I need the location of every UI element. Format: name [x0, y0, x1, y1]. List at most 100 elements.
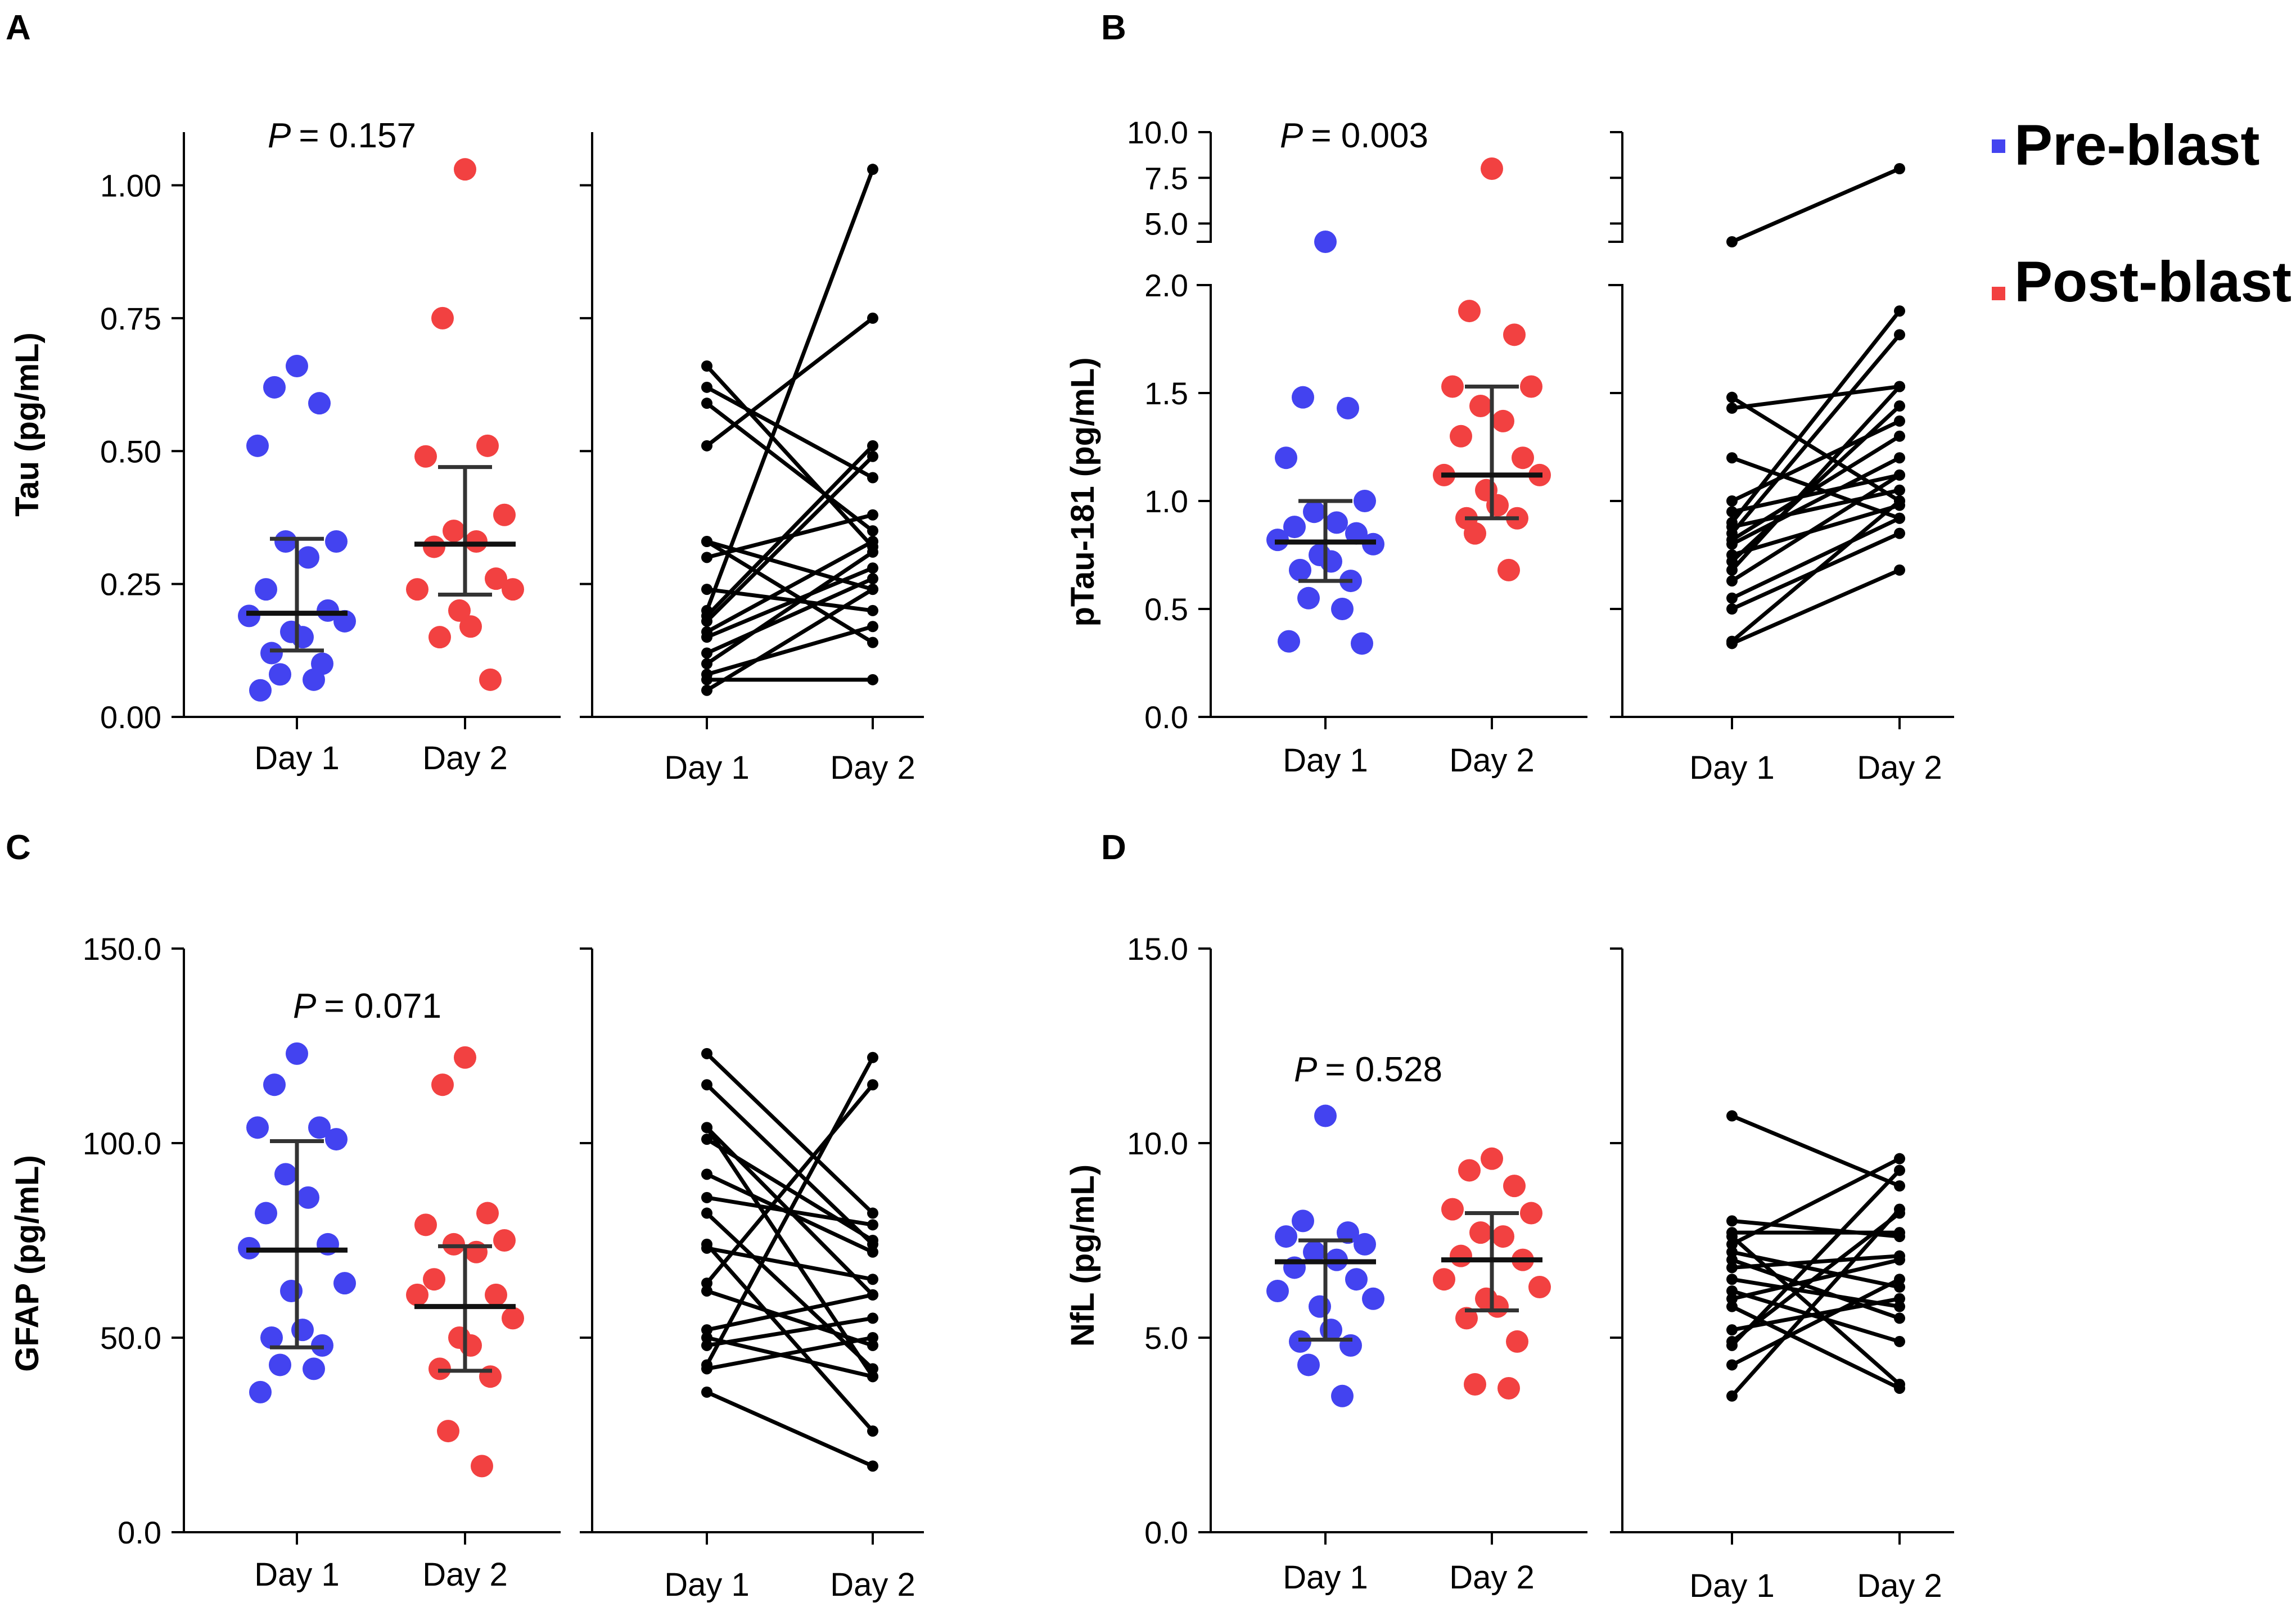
data-point-day2	[431, 306, 454, 329]
paired-point-day1	[701, 1048, 712, 1059]
data-point-day2	[1481, 157, 1503, 180]
x-tick-label-paired: Day 1	[1689, 750, 1775, 786]
data-point-day1	[269, 1353, 291, 1376]
paired-line	[706, 1335, 873, 1371]
data-point-day2	[493, 1229, 516, 1252]
x-tick-label: Day 1	[254, 1556, 340, 1593]
paired-point-day1	[701, 1386, 712, 1398]
data-point-day1	[255, 1202, 277, 1225]
paired-point-day1	[1726, 1215, 1738, 1227]
data-point-day1	[1345, 1268, 1368, 1291]
data-point-day2	[1497, 1376, 1520, 1400]
p-value-c: P = 0.071	[293, 987, 441, 1026]
paired-line	[1730, 404, 1901, 563]
data-point-day1	[1297, 586, 1320, 610]
p-symbol-b: P	[1280, 116, 1303, 155]
legend-label-pre-blast: Pre-blast	[2014, 113, 2260, 177]
paired-point-day1	[1726, 1359, 1738, 1371]
paired-point-day1	[701, 658, 712, 670]
data-point-day1	[1283, 516, 1306, 539]
paired-line	[705, 1083, 874, 1246]
paired-line	[1731, 1297, 1900, 1332]
y-ticks-a: 0.00 0.25 0.50 0.75 1.00	[100, 168, 592, 735]
paired-point-day2	[1894, 484, 1905, 496]
paired-point-day2	[1894, 430, 1905, 442]
paired-line	[706, 1137, 874, 1242]
paired-point-day2	[1894, 1301, 1905, 1312]
paired-point-day1	[1726, 592, 1738, 604]
paired-point-day1	[1726, 1285, 1738, 1297]
paired-point-day2	[1894, 1203, 1905, 1215]
data-point-day1	[1275, 446, 1297, 470]
paired-point-day1	[1726, 1238, 1738, 1250]
data-point-day2	[1486, 494, 1509, 517]
paired-point-day2	[1894, 469, 1905, 481]
data-point-day1	[274, 1163, 297, 1186]
paired-point-day2	[1894, 1312, 1905, 1324]
data-point-day2	[476, 434, 499, 457]
data-point-day1	[260, 642, 283, 665]
data-point-day2	[502, 1307, 524, 1330]
data-point-day1	[1303, 1240, 1325, 1263]
data-point-day2	[1520, 1202, 1542, 1225]
legend-swatch-post-blast	[1992, 287, 2005, 300]
paired-line	[706, 1246, 873, 1281]
data-point-day2	[1458, 300, 1481, 323]
paired-point-day1	[1726, 452, 1738, 464]
paired-point-day1	[701, 1285, 712, 1297]
marks-d: Day 1 Day 2 Day 1 Day 2	[1210, 949, 1954, 1604]
data-point-day2	[1441, 1198, 1464, 1221]
y-tick-label: 1.5	[1144, 376, 1188, 411]
data-point-day2	[1455, 1307, 1478, 1330]
panel-letter-d: D	[1101, 828, 1126, 867]
paired-point-day1	[701, 615, 712, 627]
p-symbol-d: P	[1294, 1050, 1317, 1089]
data-point-day2	[414, 445, 437, 468]
y-ticks-d: 0.0 5.0 10.0 15.0	[1127, 931, 1622, 1550]
paired-line	[1730, 1169, 1901, 1347]
data-point-day1	[280, 1279, 303, 1302]
paired-line	[706, 1335, 873, 1379]
p-value-a: P = 0.157	[268, 116, 416, 155]
data-point-day1	[303, 1357, 325, 1380]
data-point-day1	[274, 530, 297, 553]
data-point-day2	[437, 1420, 459, 1443]
data-point-day1	[1337, 396, 1359, 419]
data-point-day2	[1469, 1221, 1492, 1244]
data-point-day2	[431, 1073, 454, 1096]
paired-point-day1	[1726, 603, 1738, 615]
paired-point-day1	[1726, 1274, 1738, 1285]
p-value-b: P = 0.003	[1280, 116, 1428, 155]
data-point-day2	[454, 1046, 476, 1069]
panel-letter-a: A	[6, 8, 31, 47]
data-point-day2	[1512, 446, 1534, 470]
y-tick-label: 0.50	[100, 434, 161, 469]
panel-b: B pTau-181 (pg/mL) P = 0.003 0.0 0.5 1.0 1.5…	[1064, 8, 1954, 786]
data-point-day2	[1503, 1175, 1526, 1198]
paired-line	[1730, 1208, 1901, 1398]
y-axis-label-a: Tau (pg/mL)	[9, 332, 46, 517]
data-point-day2	[1458, 1159, 1481, 1182]
paired-point-day2	[1894, 1281, 1905, 1293]
data-point-day1	[1351, 632, 1373, 655]
paired-point-day2	[867, 1371, 878, 1383]
data-point-day2	[414, 1213, 437, 1236]
data-point-day1	[246, 434, 269, 457]
y-tick-label: 1.00	[100, 168, 161, 204]
paired-point-day1	[701, 552, 712, 563]
paired-point-day1	[1726, 236, 1738, 247]
data-point-day1	[297, 1186, 319, 1209]
paired-point-day2	[1894, 1180, 1905, 1192]
paired-line	[705, 401, 874, 532]
paired-line	[1731, 1157, 1901, 1247]
paired-point-day1	[701, 398, 712, 409]
data-point-day1	[1266, 1279, 1289, 1302]
paired-point-day2	[1894, 564, 1905, 576]
y-tick-label: 0.75	[100, 301, 161, 336]
paired-point-day2	[867, 1289, 878, 1301]
paired-point-day2	[867, 1246, 878, 1258]
data-point-day2	[443, 520, 465, 543]
data-point-day1	[1297, 1353, 1320, 1376]
paired-point-day2	[1894, 452, 1905, 464]
p-symbol-c: P	[293, 987, 316, 1026]
